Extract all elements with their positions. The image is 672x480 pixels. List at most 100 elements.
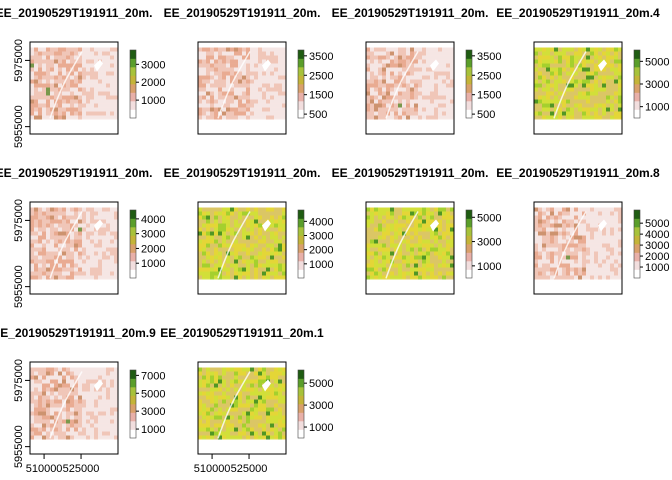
legend-tick-label: 1000	[141, 258, 165, 270]
raster-texture	[30, 367, 118, 440]
plot-frame	[197, 361, 287, 455]
river-line	[553, 51, 587, 119]
legend-tick-label: 3000	[645, 79, 669, 91]
x-tick-label: 525000	[63, 463, 100, 475]
river-line	[49, 371, 83, 439]
legend-tick-label: 5000	[645, 218, 669, 230]
raster-texture	[198, 367, 286, 440]
legend-tick-label: 2000	[645, 251, 669, 263]
river-line	[49, 211, 83, 279]
raster-texture	[366, 47, 454, 120]
raster-panel: EE_20190529T191911_20m. 5975000 5955000 100…	[0, 166, 165, 308]
river-line	[217, 211, 251, 279]
river-line	[385, 51, 419, 119]
plot-frame	[29, 201, 119, 295]
x-tick-label: 510000	[194, 463, 231, 475]
lake-shape	[262, 59, 271, 72]
legend-tick-label: 2000	[141, 243, 165, 255]
y-tick-label: 5955000	[13, 105, 25, 148]
lake-shape	[94, 379, 103, 392]
legend-colorbar: 1000 3000 5000 7000	[129, 369, 165, 439]
legend-tick-label: 5000	[477, 212, 501, 224]
legend-tick-label: 2500	[477, 70, 501, 82]
legend-tick-label: 5000	[141, 388, 165, 400]
lake-shape	[598, 59, 607, 72]
raster-panel: EE_20190529T191911_20m.1 510000 525000 1000…	[160, 326, 333, 475]
legend-tick-label: 3000	[141, 229, 165, 241]
raster-texture	[198, 207, 286, 280]
legend-tick-label: 1000	[309, 259, 333, 271]
legend-tick-label: 3000	[645, 240, 669, 252]
raster-texture	[198, 47, 286, 120]
legend-colorbar: 1000 2000 3000	[129, 49, 165, 119]
raster-texture	[30, 47, 118, 120]
raster-panel: EE_20190529T191911_20m. 1000 2000 3000 4000	[164, 166, 333, 295]
legend-colorbar: 1000 3000 5000	[465, 209, 501, 279]
legend-colorbar: 1000 2000 3000 4000	[129, 209, 165, 279]
river-line	[385, 211, 419, 279]
legend-tick-label: 1000	[141, 424, 165, 436]
legend-colorbar: 500 1500 2500 3500	[297, 49, 333, 121]
legend-tick-label: 4000	[141, 214, 165, 226]
river-line	[49, 51, 83, 119]
panel-grid: EE_20190529T191911_20m. 5975000 5955000 100…	[0, 6, 669, 475]
legend-tick-label: 500	[309, 109, 327, 121]
legend-tick-label: 1000	[645, 262, 669, 274]
panel-title: EE_20190529T191911_20m.	[0, 6, 152, 20]
raster-panel: EE_20190529T191911_20m.9 5975000 595500051…	[0, 326, 165, 475]
legend-tick-label: 1000	[645, 102, 669, 114]
raster-panel: EE_20190529T191911_20m. 500 1500 2500 3500	[332, 6, 501, 135]
plot-frame	[29, 41, 119, 135]
plot-frame	[365, 201, 455, 295]
raster-texture	[366, 207, 454, 280]
plot-frame	[365, 41, 455, 135]
plot-frame	[197, 201, 287, 295]
raster-texture	[534, 207, 622, 280]
panel-title: EE_20190529T191911_20m.	[332, 166, 489, 180]
legend-tick-label: 4000	[645, 229, 669, 241]
legend-tick-label: 5000	[309, 378, 333, 390]
legend-colorbar: 1000 3000 5000	[297, 369, 333, 439]
raster-texture	[534, 47, 622, 120]
legend-tick-label: 5000	[645, 56, 669, 68]
panel-title: EE_20190529T191911_20m.8	[496, 166, 660, 180]
panel-title: EE_20190529T191911_20m.	[0, 166, 152, 180]
legend-tick-label: 3000	[309, 400, 333, 412]
legend-colorbar: 1000 2000 3000 4000	[297, 209, 333, 279]
panel-title: EE_20190529T191911_20m.	[164, 6, 321, 20]
plot-frame	[197, 41, 287, 135]
x-tick-label: 525000	[231, 463, 268, 475]
legend-tick-label: 1000	[309, 422, 333, 434]
panel-title: EE_20190529T191911_20m.9	[0, 326, 156, 340]
lake-shape	[430, 59, 439, 72]
legend-tick-label: 2500	[309, 70, 333, 82]
y-tick-label: 5975000	[13, 199, 25, 242]
river-line	[217, 51, 251, 119]
legend-tick-label: 2000	[141, 77, 165, 89]
legend-tick-label: 3000	[477, 237, 501, 249]
panel-title: EE_20190529T191911_20m.4	[496, 6, 660, 20]
river-line	[217, 371, 251, 439]
legend-tick-label: 1500	[477, 90, 501, 102]
raster-panel: EE_20190529T191911_20m.8 1000200030004000…	[496, 166, 669, 295]
legend-tick-label: 4000	[309, 216, 333, 228]
legend-colorbar: 1000 3000 5000	[633, 49, 669, 119]
plot-frame	[29, 361, 119, 455]
plot-frame	[533, 41, 623, 135]
plot-frame	[533, 201, 623, 295]
legend-tick-label: 7000	[141, 370, 165, 382]
legend-tick-label: 3500	[309, 51, 333, 63]
legend-tick-label: 3000	[141, 59, 165, 71]
legend-tick-label: 1500	[309, 90, 333, 102]
raster-panel: EE_20190529T191911_20m. 500 1500 2500 3500	[164, 6, 333, 135]
raster-panel: EE_20190529T191911_20m. 5975000 5955000 100…	[0, 6, 165, 148]
lake-shape	[262, 379, 271, 392]
lake-shape	[598, 219, 607, 232]
lake-shape	[430, 219, 439, 232]
y-tick-label: 5955000	[13, 425, 25, 468]
legend-tick-label: 500	[477, 109, 495, 121]
legend-tick-label: 1000	[141, 95, 165, 107]
raster-panel: EE_20190529T191911_20m.4 1000 3000 5000	[496, 6, 669, 135]
